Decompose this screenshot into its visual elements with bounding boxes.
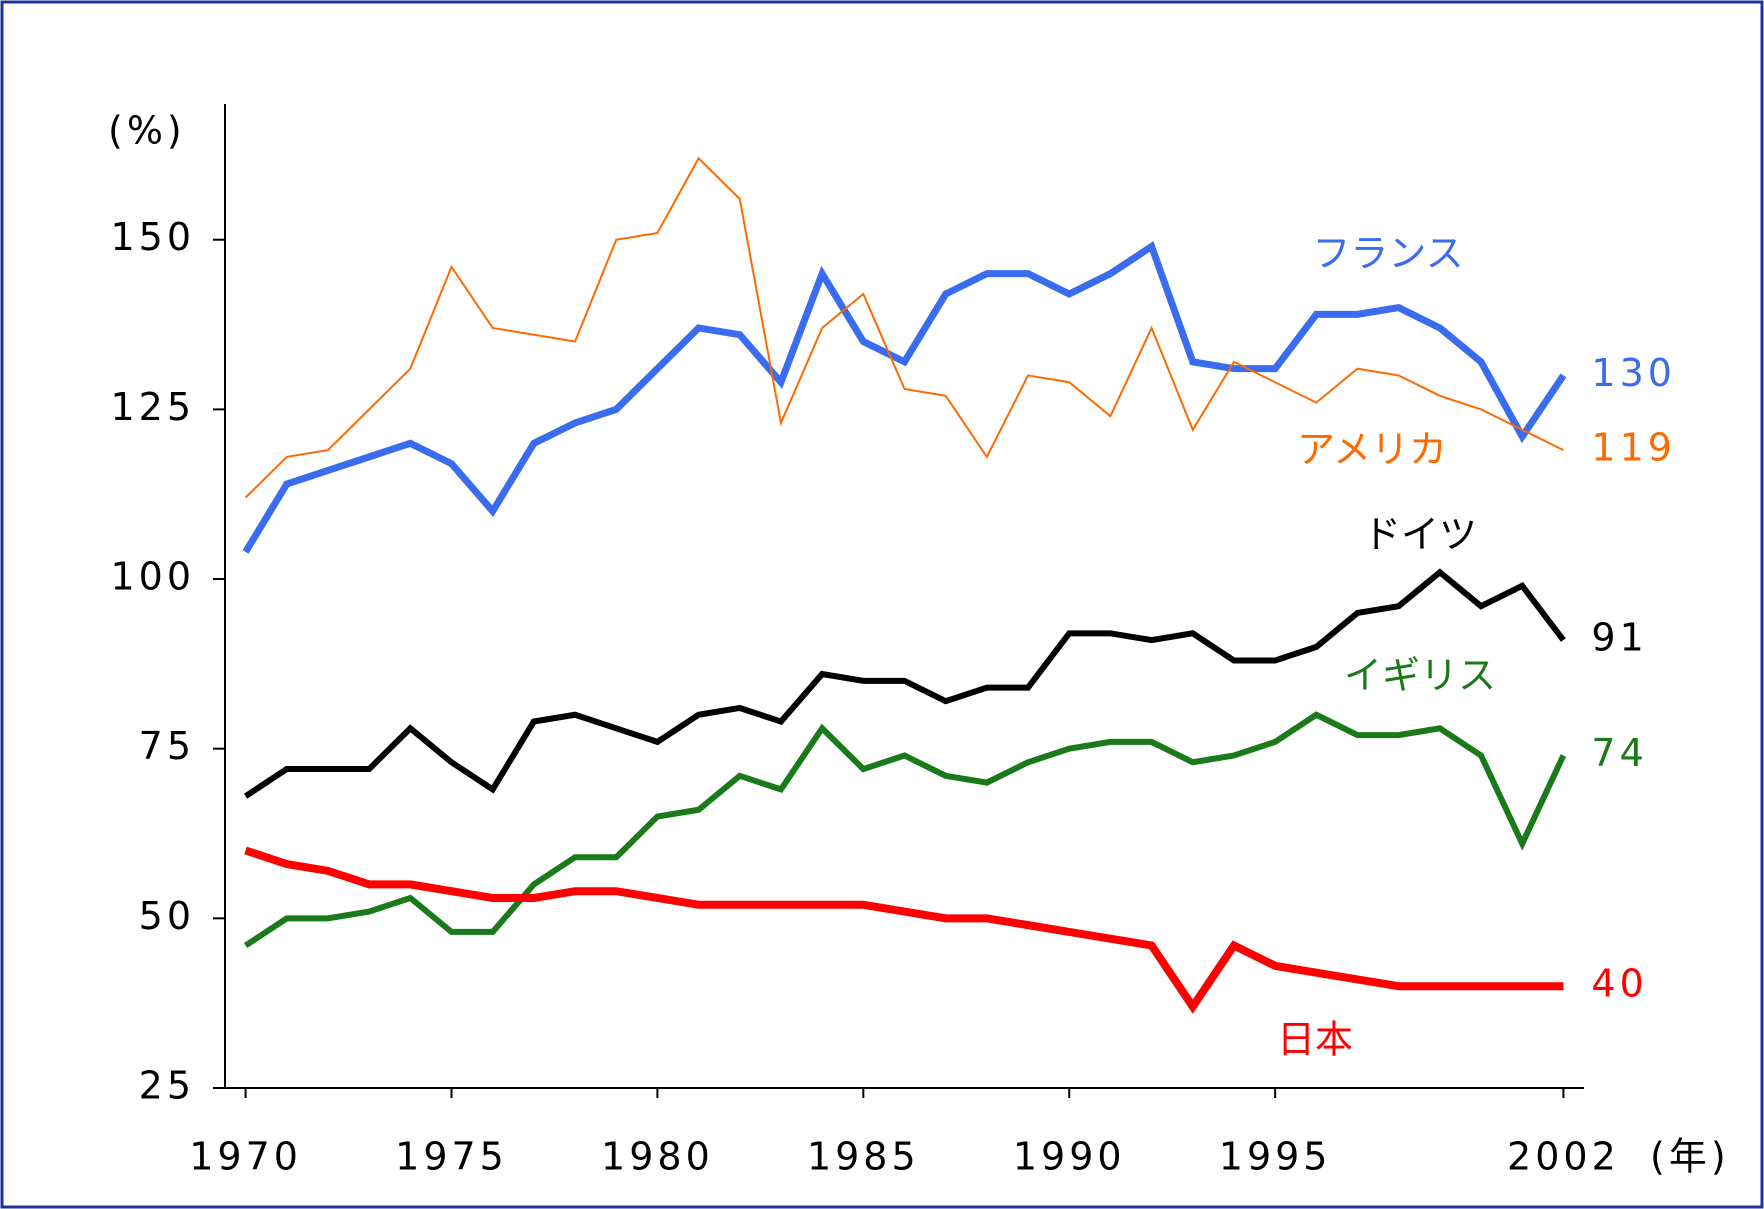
series-name: 日本 xyxy=(1277,1018,1353,1062)
x-tick-label: 1985 xyxy=(807,1135,920,1179)
x-tick-label: 2002 xyxy=(1507,1135,1620,1179)
series-line xyxy=(243,568,1566,799)
series-line xyxy=(244,156,1564,499)
series-name: ドイツ xyxy=(1363,513,1477,557)
x-tick-label: 1995 xyxy=(1219,1135,1332,1179)
end-value-label: 74 xyxy=(1591,731,1647,775)
end-value-label: 91 xyxy=(1591,616,1647,660)
end-value-label: 119 xyxy=(1591,426,1676,470)
x-tick-label: 1970 xyxy=(189,1135,302,1179)
y-tick-label: 50 xyxy=(139,894,195,938)
x-tick-label: 1975 xyxy=(395,1135,508,1179)
y-tick-label: 75 xyxy=(139,724,195,768)
x-tick-label: 1990 xyxy=(1013,1135,1126,1179)
y-tick-label: 125 xyxy=(110,385,195,429)
series-name: イギリス xyxy=(1344,654,1496,698)
series-name: アメリカ xyxy=(1297,428,1447,472)
y-tick-label: 100 xyxy=(110,555,195,599)
y-unit: (%) xyxy=(108,109,186,153)
series-line xyxy=(242,241,1567,554)
end-value-label: 130 xyxy=(1591,351,1676,395)
series-line xyxy=(243,711,1567,948)
y-tick-label: 150 xyxy=(110,215,195,259)
series-line xyxy=(244,846,1564,1014)
end-value-label: 40 xyxy=(1591,962,1647,1006)
series-name: フランス xyxy=(1312,232,1463,276)
y-tick-label: 25 xyxy=(139,1064,195,1108)
x-tick-label: 1980 xyxy=(601,1135,714,1179)
x-unit: (年) xyxy=(1650,1135,1730,1179)
